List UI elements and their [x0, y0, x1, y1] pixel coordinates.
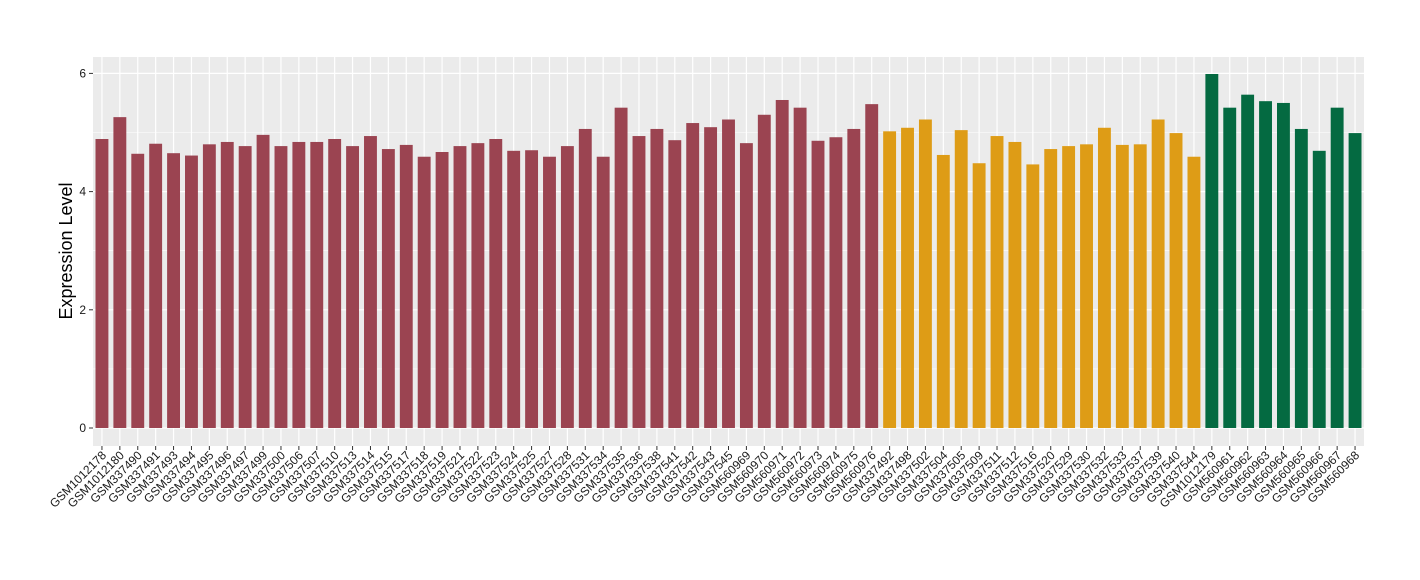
bar	[95, 139, 109, 428]
bar	[614, 107, 628, 428]
bar	[847, 128, 861, 429]
bar	[1133, 144, 1147, 428]
bar	[435, 152, 449, 429]
bar	[256, 134, 270, 428]
bar	[1241, 94, 1255, 429]
bar	[328, 139, 342, 428]
bar	[507, 150, 521, 429]
bar	[990, 136, 1004, 428]
bar	[972, 163, 986, 428]
bar	[1330, 107, 1344, 428]
bar	[1312, 150, 1326, 429]
bar	[1062, 146, 1076, 428]
bars	[95, 73, 1362, 429]
bar	[1259, 101, 1272, 428]
bar	[167, 153, 181, 428]
bar	[1080, 144, 1093, 428]
bar	[1097, 127, 1111, 428]
bar	[346, 146, 360, 428]
bar	[489, 139, 503, 428]
bar	[793, 107, 807, 428]
bar	[202, 144, 216, 428]
bar	[739, 143, 753, 428]
y-tick-label: 0	[79, 421, 86, 435]
bar	[650, 128, 664, 429]
bar	[829, 137, 843, 428]
bar	[1026, 164, 1040, 428]
bar	[1115, 144, 1129, 428]
y-axis: 0 2 4 6	[79, 66, 93, 435]
bar	[417, 156, 431, 428]
bar	[757, 114, 771, 429]
bar	[704, 127, 718, 428]
bar	[220, 141, 234, 428]
y-axis-title: Expression Level	[56, 182, 76, 319]
bar	[381, 149, 395, 428]
bar	[453, 146, 467, 428]
bar	[954, 130, 968, 429]
bar	[238, 146, 252, 428]
bar	[883, 131, 897, 428]
y-tick-label: 2	[79, 303, 86, 317]
y-tick-label: 6	[79, 66, 86, 80]
bar	[1151, 119, 1165, 429]
bar	[149, 143, 163, 428]
bar	[543, 156, 556, 428]
bar	[1187, 156, 1201, 428]
bar	[632, 136, 646, 428]
bar	[596, 156, 610, 428]
bar	[471, 143, 485, 428]
bar	[1223, 107, 1237, 428]
bar	[686, 123, 700, 428]
x-axis: GSM1012178GSM1012180GSM337490GSM337491GS…	[47, 446, 1362, 510]
bar	[1294, 128, 1308, 429]
bar	[1044, 149, 1058, 428]
bar	[310, 141, 324, 428]
bar	[1276, 102, 1290, 428]
bar	[811, 140, 825, 429]
bar	[918, 119, 932, 429]
bar	[936, 154, 950, 428]
bar	[1169, 133, 1183, 428]
bar	[775, 99, 789, 429]
bar	[865, 104, 879, 429]
bar	[668, 140, 682, 429]
bar	[274, 146, 288, 428]
bar	[113, 117, 127, 428]
y-tick-label: 4	[79, 185, 86, 199]
bar	[364, 136, 377, 428]
bar	[525, 150, 539, 429]
bar	[399, 144, 413, 428]
bar	[185, 155, 198, 428]
bar	[292, 141, 306, 428]
bar	[722, 119, 735, 429]
bar	[1008, 141, 1022, 428]
bar	[578, 128, 592, 429]
bar	[560, 146, 574, 428]
bar	[901, 127, 914, 428]
bar	[1348, 133, 1362, 428]
bar	[131, 153, 145, 428]
bar	[1205, 73, 1219, 428]
